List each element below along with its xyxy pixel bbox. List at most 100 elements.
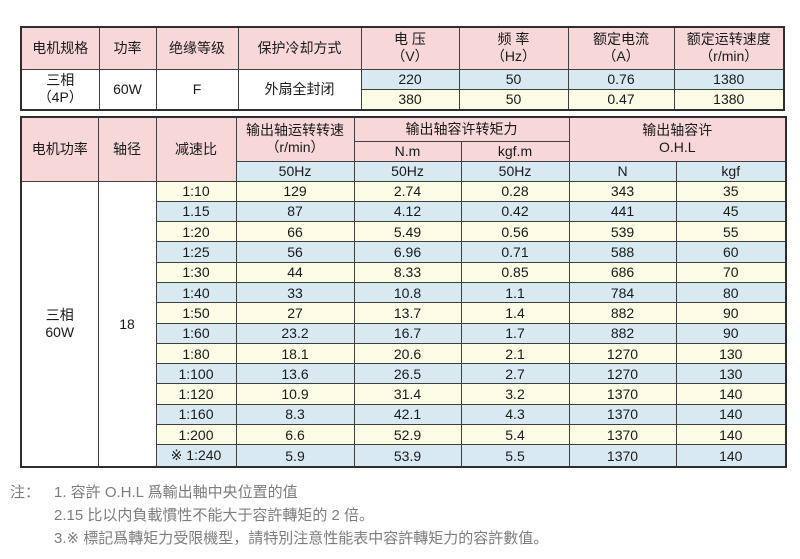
perf-subheader-nm-hz: 50Hz	[353, 160, 462, 182]
output-speed-cell: 5.9	[235, 444, 355, 468]
spec-header-voltage: 电 压 （V）	[360, 26, 460, 70]
ohl-n-cell: 539	[568, 221, 677, 243]
torque-kgfm-cell: 1.4	[460, 302, 570, 324]
output-speed-cell: 129	[235, 180, 355, 202]
ratio-cell: 1:160	[155, 403, 237, 426]
performance-row: 1:20 66 5.49 0.56 539 55	[21, 221, 787, 243]
ratio-cell: 1:120	[155, 383, 237, 405]
torque-nm-cell: 6.96	[353, 241, 462, 263]
frequency-cell: 50	[458, 88, 569, 111]
output-speed-cell: 10.9	[235, 383, 355, 405]
perf-header-shaft-diameter: 轴径	[97, 116, 157, 182]
torque-nm-cell: 20.6	[353, 342, 462, 365]
torque-nm-cell: 10.8	[353, 281, 462, 304]
ratio-cell: 1:80	[155, 342, 237, 365]
torque-nm-cell: 53.9	[353, 444, 462, 468]
ohl-n-cell: 784	[568, 281, 677, 304]
notes-label: 注：	[10, 484, 41, 501]
ohl-kgf-cell: 60	[675, 241, 787, 263]
motor-spec-table: 电机规格 功率 绝缘等级 保护冷却方式 电 压 （V） 频 率 （Hz） 额定电…	[20, 26, 785, 111]
current-cell: 0.76	[567, 68, 675, 90]
ratio-cell: 1:25	[155, 241, 237, 263]
spec-header-speed: 额定运转速度 （r/min）	[673, 26, 785, 70]
perf-header-torque: 输出轴容许转矩力	[353, 116, 570, 142]
torque-kgfm-cell: 5.5	[460, 444, 570, 468]
ohl-kgf-cell: 130	[675, 342, 787, 365]
ratio-cell: 1:30	[155, 261, 237, 283]
torque-kgfm-cell: 5.4	[460, 424, 570, 446]
torque-kgfm-cell: 0.56	[460, 221, 570, 243]
perf-header-output-speed: 输出轴运转转速 （r/min）	[235, 116, 355, 162]
output-speed-cell: 8.3	[235, 403, 355, 426]
ohl-n-cell: 686	[568, 261, 677, 283]
spec-header-cooling: 保护冷却方式	[237, 26, 362, 70]
torque-kgfm-cell: 1.1	[460, 281, 570, 304]
ratio-cell: 1:40	[155, 281, 237, 304]
ohl-kgf-cell: 140	[675, 424, 787, 446]
ratio-cell: ※ 1:240	[155, 444, 237, 468]
performance-row: 1:100 13.6 26.5 2.7 1270 130	[21, 363, 787, 385]
ohl-n-cell: 441	[568, 200, 677, 223]
ohl-kgf-cell: 70	[675, 261, 787, 283]
ratio-cell: 1:100	[155, 363, 237, 385]
torque-kgfm-cell: 0.85	[460, 261, 570, 283]
ohl-kgf-cell: 130	[675, 363, 787, 385]
ohl-n-cell: 588	[568, 241, 677, 263]
spec-header-current: 额定电流 （A）	[567, 26, 675, 70]
ohl-kgf-cell: 80	[675, 281, 787, 304]
ohl-kgf-cell: 140	[675, 383, 787, 405]
ohl-kgf-cell: 90	[675, 322, 787, 344]
ohl-kgf-cell: 140	[675, 403, 787, 426]
frequency-cell: 50	[458, 68, 569, 90]
speed-cell: 1380	[673, 68, 785, 90]
perf-header-row-2: N.m kgf.m	[21, 140, 786, 162]
performance-row: 1:120 10.9 31.4 3.2 1370 140	[21, 383, 787, 405]
ohl-kgf-cell: 45	[675, 200, 787, 223]
current-cell: 0.47	[567, 88, 675, 111]
perf-subheader-ohl-n: N	[568, 160, 677, 182]
output-speed-cell: 44	[235, 261, 355, 283]
output-speed-cell: 87	[235, 200, 355, 223]
output-speed-cell: 27	[235, 302, 355, 324]
torque-nm-cell: 8.33	[353, 261, 462, 283]
ratio-cell: 1.15	[155, 200, 237, 223]
perf-header-torque-kgfm: kgf.m	[460, 140, 570, 162]
spec-motor-cell: 三相 （4P）	[20, 68, 100, 111]
performance-row: 1:25 56 6.96 0.71 588 60	[21, 241, 787, 263]
torque-nm-cell: 26.5	[353, 363, 462, 385]
performance-table-body: 三相 60W 18 1:10 129 2.74 0.28 343 35 1.15 87 4.12 0.…	[20, 180, 787, 468]
perf-header-row-1: 电机功率 轴径 减速比 输出轴运转转速 （r/min） 输出轴容许转矩力 输出轴…	[20, 116, 787, 182]
performance-row: 三相 60W 18 1:10 129 2.74 0.28 343 35	[20, 180, 787, 468]
performance-table: 电机功率 轴径 减速比 输出轴运转转速 （r/min） 输出轴容许转矩力 输出轴…	[20, 116, 787, 468]
ratio-cell: 1:200	[155, 424, 237, 446]
perf-header-ohl: 输出轴容许 O.H.L	[568, 116, 787, 162]
ratio-cell: 1:20	[155, 221, 237, 243]
spec-header-insulation: 绝缘等级	[155, 26, 239, 70]
torque-nm-cell: 5.49	[353, 221, 462, 243]
performance-row: ※ 1:240 5.9 53.9 5.5 1370 140	[21, 444, 787, 468]
torque-nm-cell: 4.12	[353, 200, 462, 223]
spec-power-cell: 60W	[98, 68, 157, 111]
ohl-n-cell: 1270	[568, 342, 677, 365]
notes: 注： 1. 容許 O.H.L 爲輸出軸中央位置的值 2.15 比以内負載慣性不能…	[10, 481, 790, 550]
shaft-diameter-span-cell: 18	[97, 180, 157, 468]
torque-nm-cell: 13.7	[353, 302, 462, 324]
note-line-1: 1. 容許 O.H.L 爲輸出軸中央位置的值	[54, 484, 298, 501]
torque-nm-cell: 42.1	[353, 403, 462, 426]
torque-kgfm-cell: 2.7	[460, 363, 570, 385]
perf-header-torque-nm: N.m	[353, 140, 462, 162]
spec-header-row: 电机规格 功率 绝缘等级 保护冷却方式 电 压 （V） 频 率 （Hz） 额定电…	[20, 26, 785, 70]
ohl-kgf-cell: 140	[675, 444, 787, 468]
note-line-2: 2.15 比以内負載慣性不能大于容許轉矩的 2 倍。	[54, 507, 375, 524]
torque-kgfm-cell: 3.2	[460, 383, 570, 405]
output-speed-cell: 18.1	[235, 342, 355, 365]
spec-insulation-cell: F	[155, 68, 239, 111]
voltage-cell: 220	[360, 68, 460, 90]
output-speed-cell: 66	[235, 221, 355, 243]
ohl-n-cell: 1370	[568, 383, 677, 405]
performance-row: 1:200 6.6 52.9 5.4 1370 140	[21, 424, 787, 446]
torque-nm-cell: 52.9	[353, 424, 462, 446]
ratio-cell: 1:60	[155, 322, 237, 344]
notes-items: 1. 容許 O.H.L 爲輸出軸中央位置的值 2.15 比以内負載慣性不能大于容…	[54, 481, 790, 550]
ohl-n-cell: 1270	[568, 363, 677, 385]
